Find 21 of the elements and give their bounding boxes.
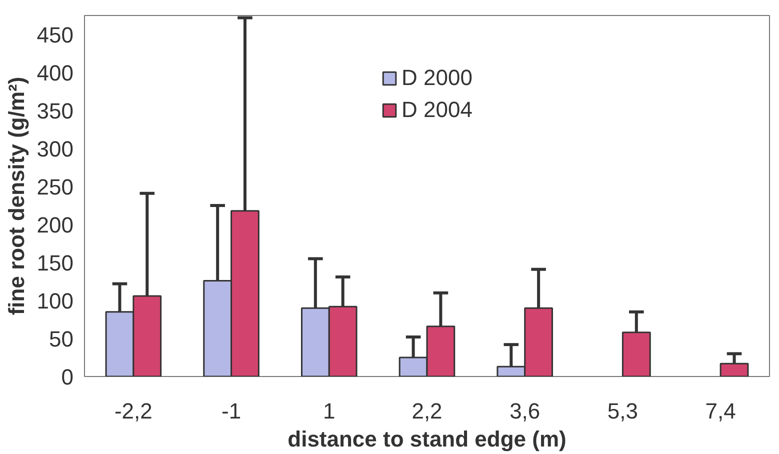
x-axis-title: distance to stand edge (m) (288, 426, 566, 452)
legend-label: D 2004 (402, 97, 472, 123)
x-tick-label: -1 (222, 398, 242, 424)
x-tick-label: 3,6 (510, 398, 540, 424)
y-tick-label: 300 (36, 136, 74, 162)
y-tick-label: 150 (36, 250, 74, 276)
y-axis-title: fine root density (g/m²) (4, 76, 29, 316)
y-tick-label: 0 (61, 364, 74, 390)
y-tick-label: 350 (36, 98, 74, 124)
x-tick-label: 1 (323, 398, 336, 424)
x-tick-label: 7,4 (705, 398, 736, 424)
y-tick-label: 250 (36, 174, 74, 200)
x-tick-label: -2,2 (114, 398, 152, 424)
x-tick-label: 5,3 (607, 398, 638, 424)
y-tick-label: 200 (36, 212, 74, 238)
x-tick-label: 2,2 (412, 398, 442, 424)
y-tick-label: 50 (49, 326, 74, 352)
y-tick-label: 100 (36, 288, 74, 314)
y-tick-label: 400 (36, 60, 74, 86)
y-tick-label: 450 (36, 22, 74, 48)
legend-label: D 2000 (402, 65, 472, 91)
